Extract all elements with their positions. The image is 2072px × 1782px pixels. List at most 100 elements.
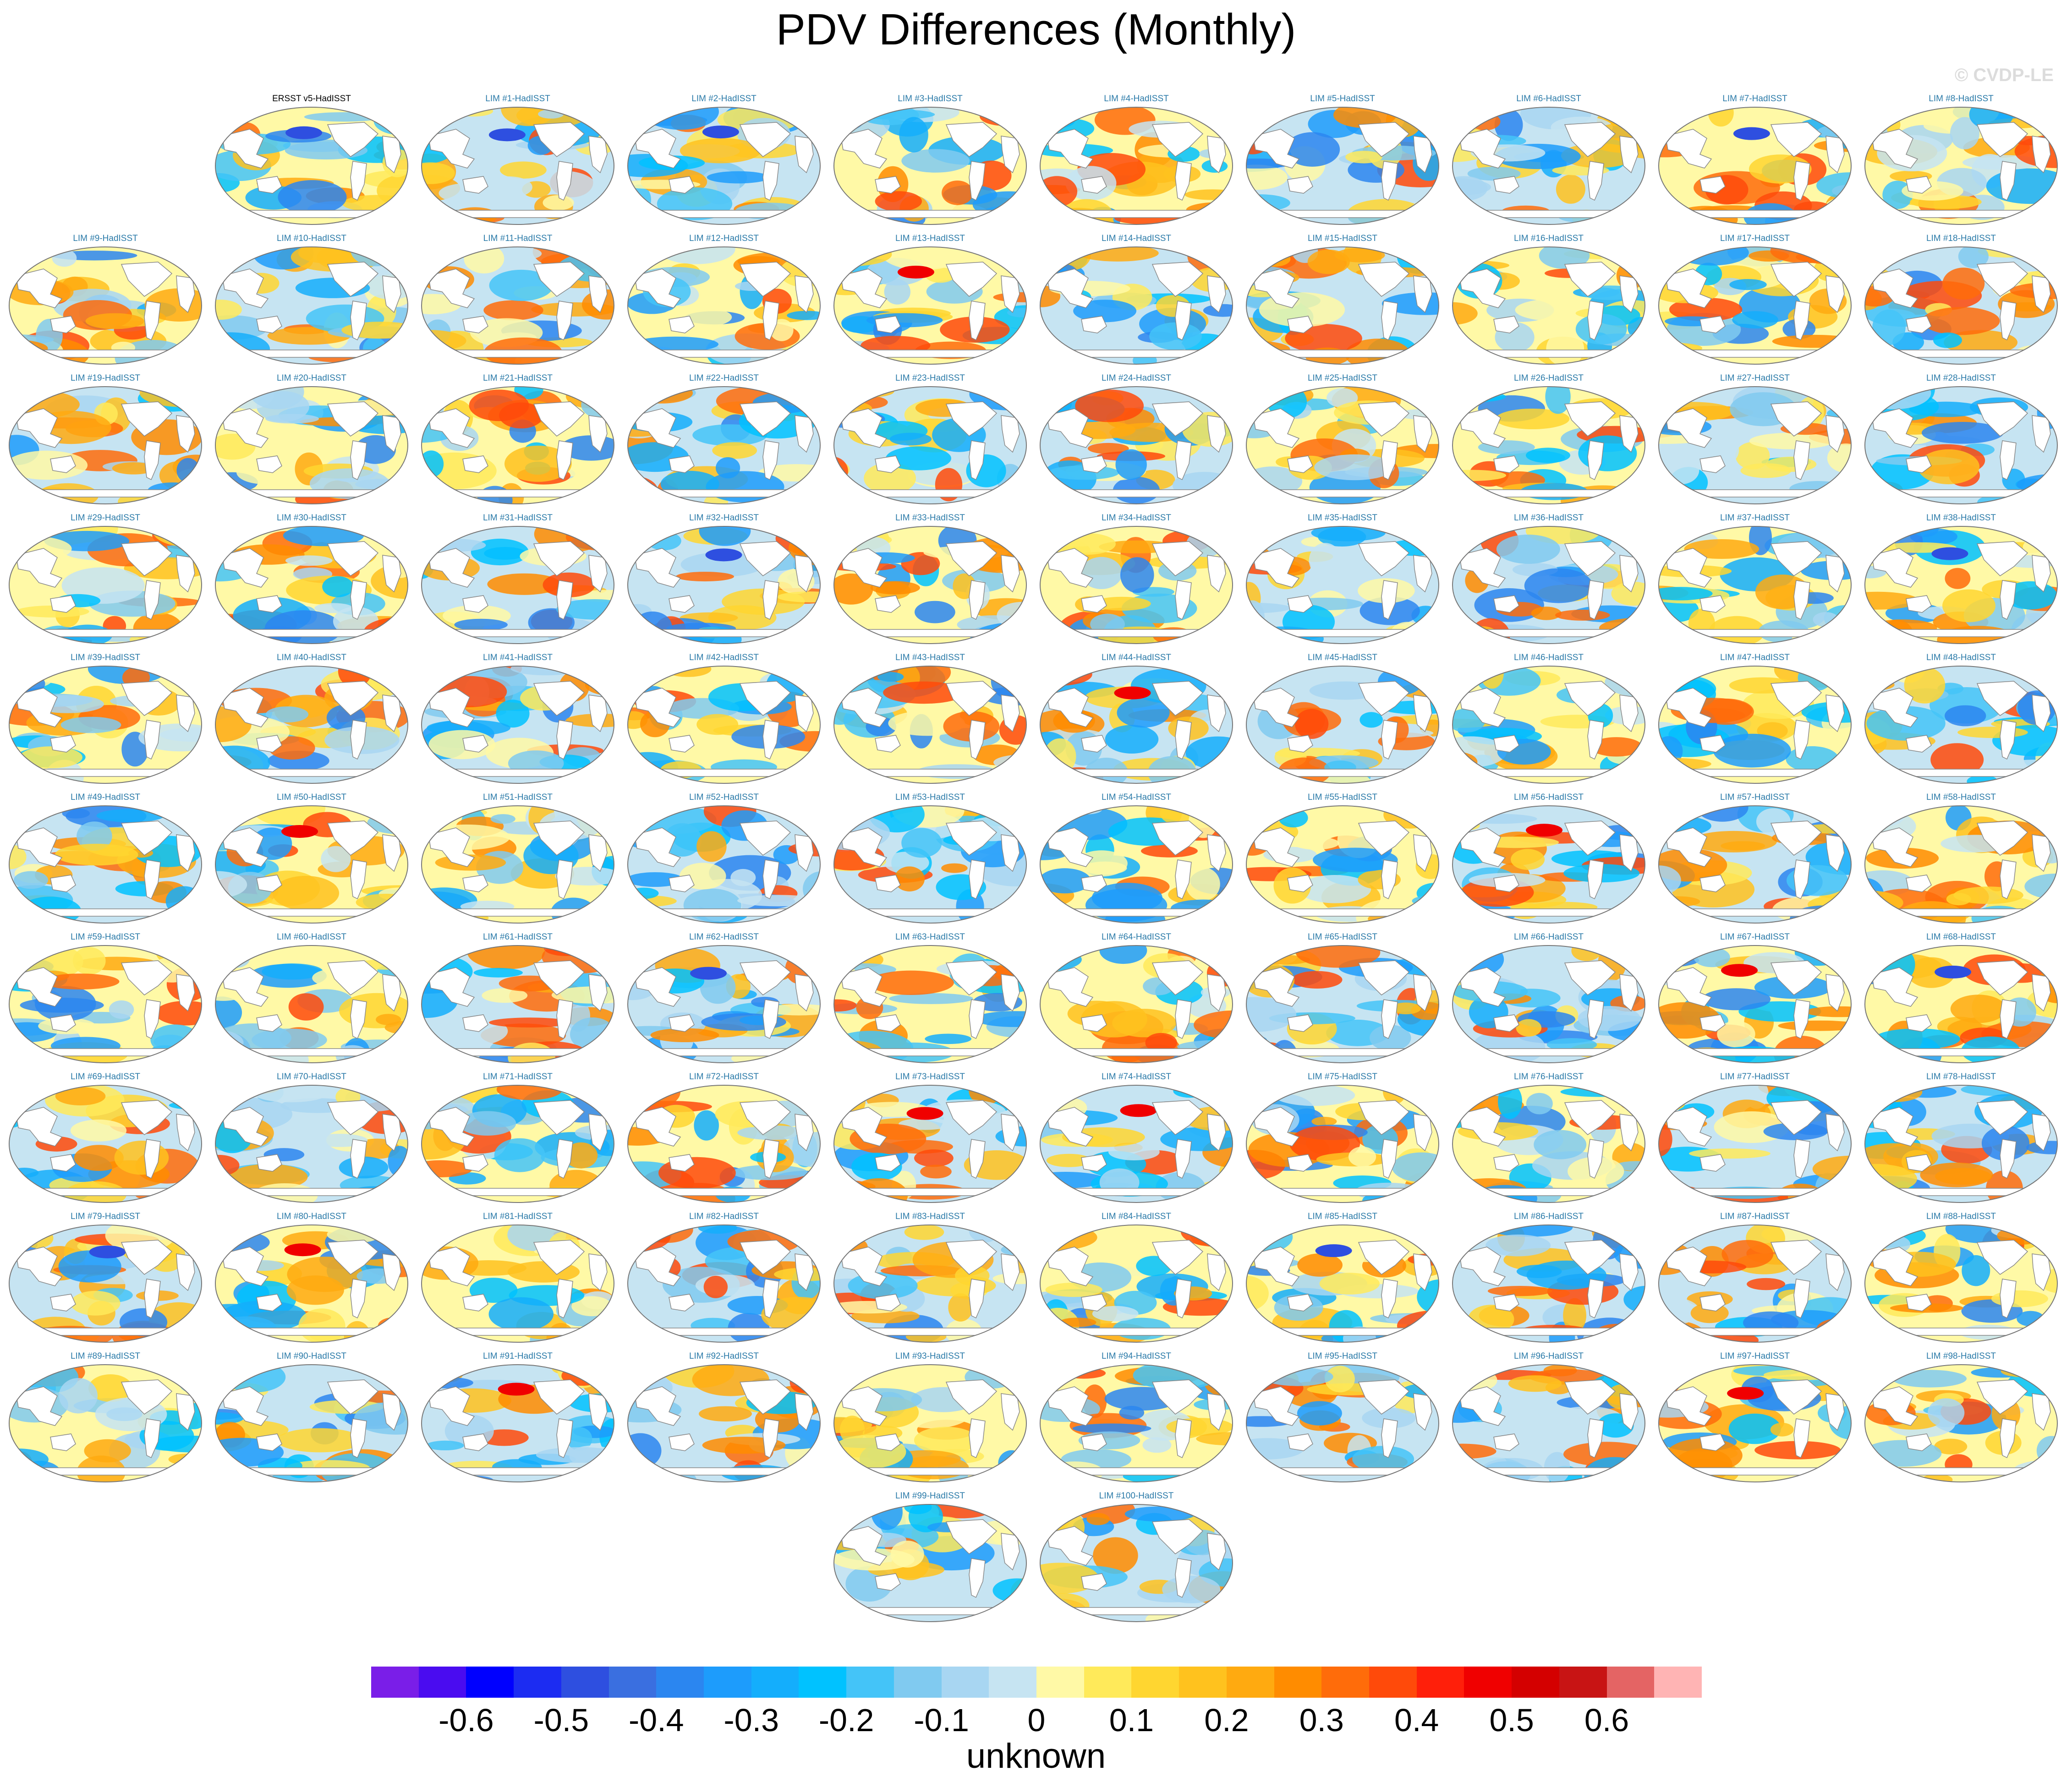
map-panel-lim-72: LIM #72-HadISST	[625, 1072, 822, 1209]
panel-label: LIM #24-HadISST	[1101, 373, 1172, 383]
colorbar-swatch	[1084, 1667, 1132, 1698]
sst-difference-map	[1040, 107, 1233, 225]
map-panel-lim-20: LIM #20-HadISST	[213, 373, 410, 511]
map-panel-lim-44: LIM #44-HadISST	[1038, 653, 1235, 790]
map-panel-lim-99: LIM #99-HadISST	[832, 1491, 1029, 1629]
panel-label: LIM #100-HadISST	[1099, 1491, 1174, 1501]
map-panel-lim-32: LIM #32-HadISST	[625, 513, 822, 650]
map-panel-lim-78: LIM #78-HadISST	[1863, 1072, 2060, 1209]
panel-label: LIM #49-HadISST	[70, 793, 141, 802]
panel-label: LIM #20-HadISST	[276, 373, 347, 383]
panel-label: LIM #84-HadISST	[1101, 1212, 1172, 1221]
sst-difference-map	[1040, 526, 1233, 644]
watermark: © CVDP-LE	[1954, 65, 2054, 85]
panel-label: LIM #45-HadISST	[1307, 653, 1378, 662]
sst-difference-map	[1864, 1224, 2058, 1343]
map-panel-lim-94: LIM #94-HadISST	[1038, 1351, 1235, 1489]
panel-label: LIM #5-HadISST	[1310, 94, 1375, 104]
map-panel-lim-7: LIM #7-HadISST	[1656, 94, 1853, 231]
map-panel-lim-48: LIM #48-HadISST	[1863, 653, 2060, 790]
sst-difference-map	[1452, 1224, 1645, 1343]
panel-label: LIM #82-HadISST	[689, 1212, 759, 1221]
page-title: PDV Differences (Monthly)	[776, 5, 1296, 54]
panel-label: LIM #64-HadISST	[1101, 932, 1172, 942]
map-panel-lim-35: LIM #35-HadISST	[1244, 513, 1441, 650]
colorbar-swatch	[371, 1667, 419, 1698]
colorbar-title: unknown	[966, 1737, 1106, 1776]
sst-difference-map	[421, 1224, 614, 1343]
sst-difference-map	[215, 526, 408, 644]
map-panel-lim-47: LIM #47-HadISST	[1656, 653, 1853, 790]
panel-label: LIM #46-HadISST	[1513, 653, 1584, 662]
panel-label: LIM #62-HadISST	[689, 932, 759, 942]
map-panel-lim-1: LIM #1-HadISST	[419, 94, 616, 231]
map-panel-lim-68: LIM #68-HadISST	[1863, 932, 2060, 1070]
map-panel-lim-30: LIM #30-HadISST	[213, 513, 410, 650]
panel-label: LIM #17-HadISST	[1720, 234, 1790, 243]
sst-difference-map	[1452, 246, 1645, 365]
panel-label: LIM #32-HadISST	[689, 513, 759, 523]
colorbar-swatch	[561, 1667, 609, 1698]
sst-difference-map	[833, 1085, 1027, 1203]
map-panel-lim-59: LIM #59-HadISST	[7, 932, 204, 1070]
panel-label: ERSST v5-HadISST	[272, 94, 351, 104]
sst-difference-map	[215, 805, 408, 924]
map-panel-lim-53: LIM #53-HadISST	[832, 793, 1029, 930]
map-panel-lim-19: LIM #19-HadISST	[7, 373, 204, 511]
sst-difference-map	[627, 666, 821, 784]
sst-difference-map	[1040, 805, 1233, 924]
panel-label: LIM #37-HadISST	[1720, 513, 1790, 523]
map-panel-lim-86: LIM #86-HadISST	[1450, 1212, 1647, 1349]
colorbar-tick-label: 0.2	[1204, 1702, 1249, 1738]
map-panel-lim-71: LIM #71-HadISST	[419, 1072, 616, 1209]
panel-label: LIM #41-HadISST	[482, 653, 553, 662]
map-panel-lim-97: LIM #97-HadISST	[1656, 1351, 1853, 1489]
panel-label: LIM #59-HadISST	[70, 932, 141, 942]
panel-label: LIM #54-HadISST	[1101, 793, 1172, 802]
panel-label: LIM #81-HadISST	[482, 1212, 553, 1221]
map-panel-lim-62: LIM #62-HadISST	[625, 932, 822, 1070]
panel-label: LIM #4-HadISST	[1104, 94, 1169, 104]
sst-difference-map	[833, 805, 1027, 924]
panel-label: LIM #48-HadISST	[1926, 653, 1996, 662]
sst-difference-map	[421, 1364, 614, 1482]
map-panel-lim-9: LIM #9-HadISST	[7, 234, 204, 371]
sst-difference-map	[1246, 526, 1439, 644]
map-panel-lim-25: LIM #25-HadISST	[1244, 373, 1441, 511]
panel-label: LIM #57-HadISST	[1720, 793, 1790, 802]
sst-difference-map	[9, 386, 202, 504]
panel-label: LIM #89-HadISST	[70, 1351, 141, 1361]
panel-label: LIM #55-HadISST	[1307, 793, 1378, 802]
colorbar-swatch	[846, 1667, 894, 1698]
colorbar-swatch	[1654, 1667, 1702, 1698]
map-panel-lim-13: LIM #13-HadISST	[832, 234, 1029, 371]
sst-difference-map	[215, 1364, 408, 1482]
panel-label: LIM #95-HadISST	[1307, 1351, 1378, 1361]
panel-label: LIM #9-HadISST	[73, 234, 138, 243]
colorbar-swatch	[799, 1667, 847, 1698]
map-panel-lim-36: LIM #36-HadISST	[1450, 513, 1647, 650]
colorbar-swatch	[989, 1667, 1037, 1698]
sst-difference-map	[627, 1085, 821, 1203]
sst-difference-map	[1040, 386, 1233, 504]
panel-label: LIM #51-HadISST	[482, 793, 553, 802]
panel-label: LIM #50-HadISST	[276, 793, 347, 802]
panel-label: LIM #27-HadISST	[1720, 373, 1790, 383]
sst-difference-map	[833, 1224, 1027, 1343]
panel-label: LIM #97-HadISST	[1720, 1351, 1790, 1361]
sst-difference-map	[627, 805, 821, 924]
sst-difference-map	[833, 246, 1027, 365]
colorbar-tick-label: 0	[1027, 1702, 1046, 1738]
panel-label: LIM #94-HadISST	[1101, 1351, 1172, 1361]
sst-difference-map	[1452, 805, 1645, 924]
colorbar-tick-label: -0.6	[439, 1702, 494, 1738]
sst-difference-map	[1040, 246, 1233, 365]
colorbar-swatch	[1321, 1667, 1370, 1698]
sst-difference-map	[1864, 945, 2058, 1063]
sst-difference-map	[1658, 666, 1852, 784]
sst-difference-map	[1040, 945, 1233, 1063]
sst-difference-map	[421, 386, 614, 504]
map-panel-lim-31: LIM #31-HadISST	[419, 513, 616, 650]
panel-label: LIM #71-HadISST	[482, 1072, 553, 1082]
